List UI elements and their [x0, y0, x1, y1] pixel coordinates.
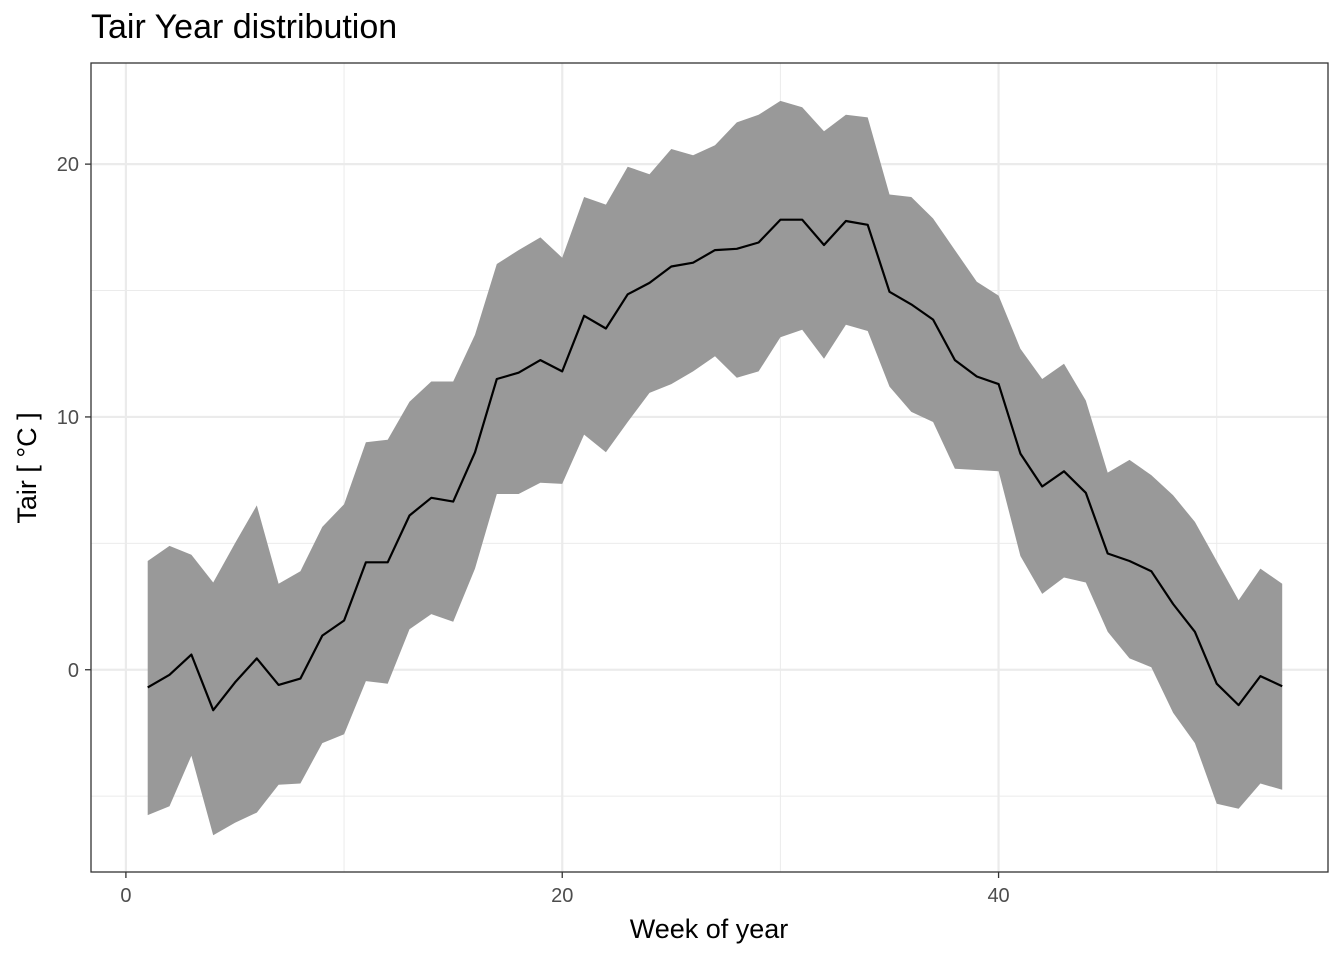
x-tick-label: 0	[120, 885, 131, 907]
x-axis-title: Week of year	[630, 914, 789, 944]
chart-title: Tair Year distribution	[91, 8, 398, 46]
x-tick-label: 40	[987, 885, 1009, 907]
range-band	[147, 100, 1283, 836]
data-layer	[147, 100, 1283, 836]
y-axis-title: Tair [ °C ]	[12, 412, 42, 523]
y-tick-label: 10	[57, 407, 79, 429]
x-tick-label: 20	[551, 885, 573, 907]
y-tick-label: 0	[68, 660, 79, 682]
tick-layer: 0 20 40 0 10 20	[57, 154, 1010, 907]
panel-border	[90, 62, 1329, 873]
y-tick-label: 20	[57, 154, 79, 176]
mean-line	[147, 218, 1283, 712]
grid-layer	[91, 63, 1328, 872]
